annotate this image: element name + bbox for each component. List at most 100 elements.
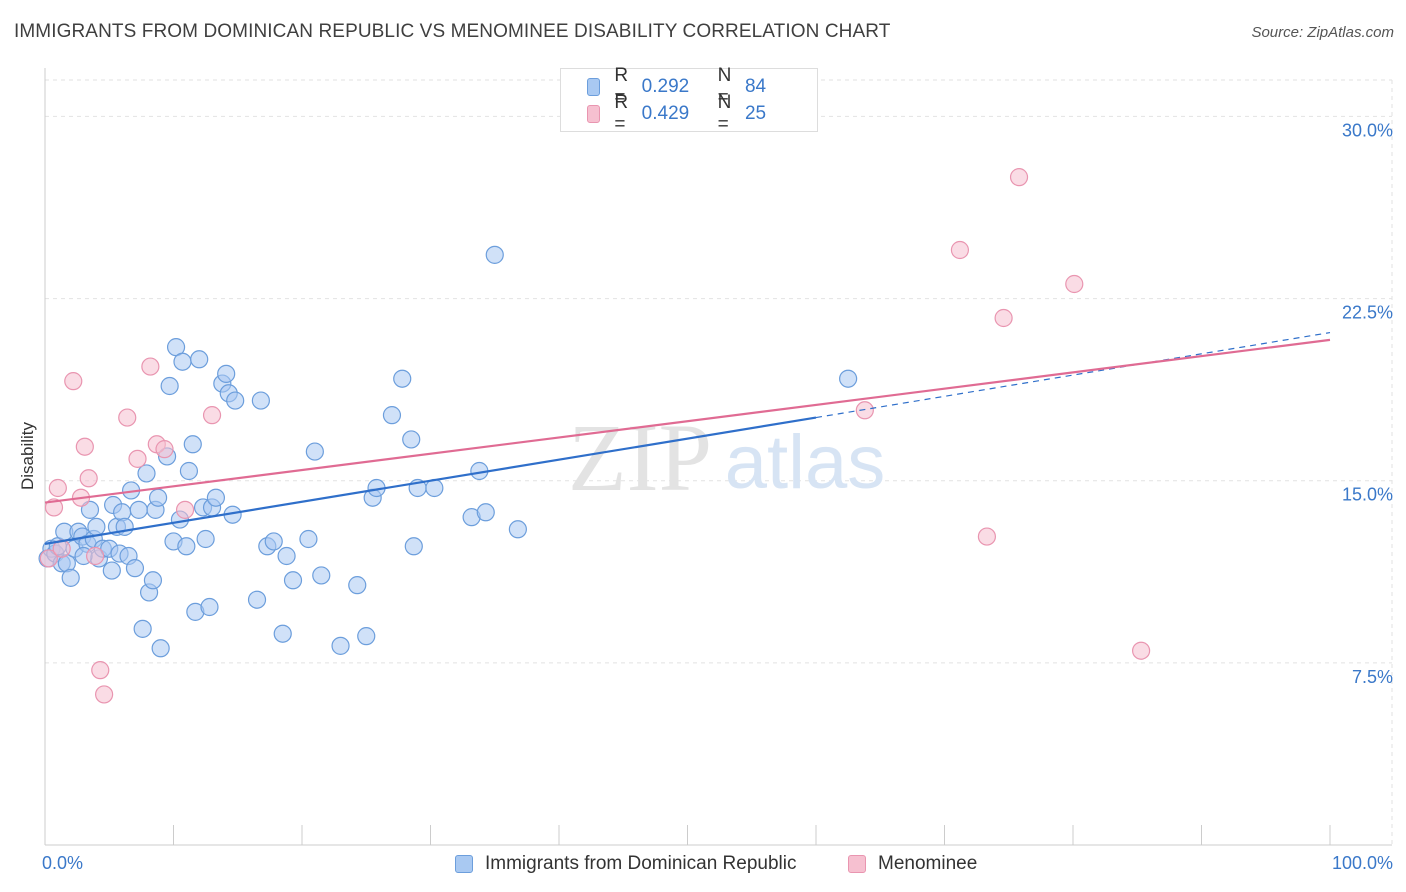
blue-point (177, 537, 196, 556)
gridlines (45, 79, 1393, 845)
stats-legend: R = 0.292 N = 84 R = 0.429 N = 25 (560, 65, 818, 135)
pink-point (128, 449, 147, 468)
blue-point (206, 488, 226, 507)
series-name-blue: Immigrants from Dominican Republic (485, 853, 797, 874)
legend-row-pink: R = 0.429 N = 25 (587, 92, 817, 135)
y-axis-label: Disability (18, 421, 37, 491)
blue-point (179, 461, 199, 481)
pink-point (1065, 274, 1084, 294)
pink-point (977, 527, 997, 546)
blue-point (133, 619, 152, 638)
legend-n-value: 84 (744, 76, 767, 97)
legend-row-blue: R = 0.292 N = 84 (587, 65, 817, 108)
blue-point (402, 430, 421, 449)
chart-title: IMMIGRANTS FROM DOMINICAN REPUBLIC VS ME… (14, 21, 891, 42)
pink-point (64, 372, 83, 391)
watermark: ZIP atlas (568, 404, 885, 511)
blue-point (247, 590, 267, 609)
series-legend-blue: Immigrants from Dominican Republic (455, 852, 797, 876)
blue-point (226, 391, 245, 410)
blue-point (148, 488, 168, 507)
trend-lines (44, 331, 1331, 545)
source-credit: Source: ZipAtlas.com (1251, 24, 1394, 41)
pink-point (86, 546, 105, 566)
tick-labels: 7.5% 15.0% 22.5% 30.0% 0.0% 100.0% (42, 120, 1393, 873)
blue-point (348, 576, 367, 595)
legend-r-label: R = (614, 65, 629, 108)
blue-point (173, 352, 192, 371)
blue-point (404, 537, 423, 556)
y-tick-label: 7.5% (1352, 667, 1393, 687)
pink-point (155, 440, 174, 459)
series-swatch-blue (455, 855, 473, 873)
blue-point (80, 500, 100, 519)
x-tick-label: 0.0% (42, 853, 83, 873)
data-points (38, 168, 1151, 704)
legend-r-label: R = (614, 92, 629, 135)
blue-point (61, 568, 80, 587)
blue-point (151, 639, 170, 658)
blue-point (102, 561, 121, 580)
blue-point (839, 369, 858, 388)
blue-point (143, 571, 163, 590)
blue-point (476, 503, 495, 522)
blue-point (125, 559, 145, 578)
legend-n-label: N = (717, 92, 732, 135)
pink-point (1009, 168, 1029, 187)
blue-point (277, 546, 296, 566)
pink-point (141, 357, 160, 376)
x-tick-label: 100.0% (1332, 853, 1393, 873)
blue-point (283, 571, 303, 590)
pink-point (118, 408, 137, 427)
pink-point (79, 469, 98, 488)
blue-point (393, 369, 412, 388)
blue-point (183, 435, 202, 454)
axes (44, 68, 1392, 846)
blue-point (273, 624, 292, 643)
pink-point (950, 240, 970, 260)
pink-point (75, 437, 94, 456)
blue-point (190, 350, 209, 369)
blue-point (217, 364, 236, 383)
pink-point (44, 498, 64, 517)
legend-n-label: N = (717, 65, 732, 108)
pink-point (48, 478, 67, 498)
y-tick-label: 15.0% (1342, 485, 1393, 505)
blue-point (305, 442, 324, 461)
pink-point (175, 500, 195, 519)
pink-point (39, 549, 58, 568)
pink-point (855, 401, 874, 420)
pink-point (1132, 641, 1151, 660)
blue-point (312, 566, 331, 585)
legend-swatch-blue (587, 78, 601, 96)
blue-point (357, 627, 376, 646)
blue-trend-extension (815, 331, 1331, 419)
pink-point (91, 661, 110, 680)
legend-r-value: 0.292 (641, 76, 690, 97)
blue-point (129, 500, 148, 519)
blue-point (508, 520, 527, 539)
blue-point (485, 245, 504, 264)
legend-r-value: 0.429 (641, 103, 690, 124)
blue-point (251, 391, 270, 410)
y-tick-label: 30.0% (1342, 120, 1393, 140)
blue-point (299, 529, 318, 549)
series-legend-pink: Menominee (848, 852, 977, 876)
y-tick-label: 22.5% (1342, 303, 1393, 323)
blue-point (160, 376, 179, 396)
pink-trend-line (44, 338, 1331, 504)
blue-point (87, 517, 106, 536)
legend-n-value: 25 (744, 103, 767, 124)
blue-point (331, 636, 350, 655)
blue-trend-line (44, 416, 817, 545)
pink-point (994, 308, 1013, 328)
pink-point (202, 406, 222, 425)
pink-point (95, 685, 114, 704)
watermark-atlas: atlas (725, 420, 886, 505)
blue-point (196, 529, 215, 549)
series-swatch-pink (848, 855, 866, 873)
legend-swatch-pink (587, 105, 601, 123)
blue-point (264, 532, 283, 551)
blue-point (200, 597, 219, 617)
